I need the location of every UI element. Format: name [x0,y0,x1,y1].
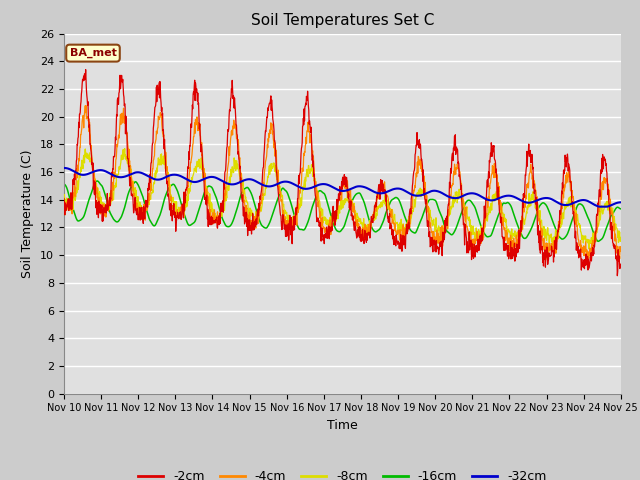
Legend: -2cm, -4cm, -8cm, -16cm, -32cm: -2cm, -4cm, -8cm, -16cm, -32cm [133,465,552,480]
Y-axis label: Soil Temperature (C): Soil Temperature (C) [22,149,35,278]
Title: Soil Temperatures Set C: Soil Temperatures Set C [251,13,434,28]
Text: BA_met: BA_met [70,48,116,58]
X-axis label: Time: Time [327,419,358,432]
